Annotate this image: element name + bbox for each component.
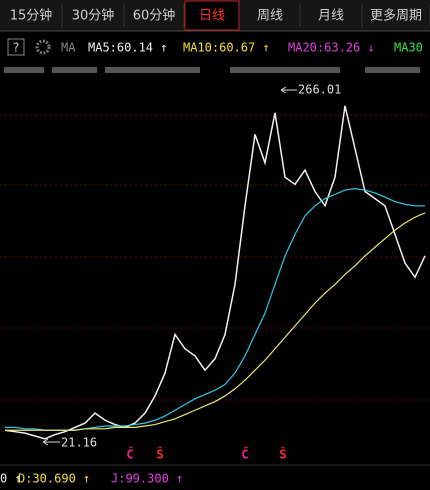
low-arrow-head xyxy=(42,438,49,446)
ma-value: MA20:63.26 ↓ xyxy=(288,41,375,55)
tab[interactable]: 日线 xyxy=(199,9,225,24)
tab[interactable]: 月线 xyxy=(318,9,344,24)
grid xyxy=(0,114,430,401)
signal-marker: Ŝ xyxy=(156,447,163,462)
kdj-value: 0 ↑ xyxy=(0,472,22,486)
high-label: 266.01 xyxy=(298,83,341,97)
tab[interactable]: 周线 xyxy=(257,9,283,24)
gear-icon[interactable] xyxy=(35,39,51,55)
tab[interactable]: 30分钟 xyxy=(72,8,115,24)
help-box[interactable] xyxy=(7,38,25,56)
help[interactable]: ? xyxy=(12,41,19,55)
ma-value: MA10:60.67 ↑ xyxy=(183,41,270,55)
tab[interactable]: 15分钟 xyxy=(10,8,53,24)
low-label: 21.16 xyxy=(61,436,97,450)
kdj-value: J:99.300 ↑ xyxy=(111,472,183,486)
kdj-value: D:30.690 ↑ xyxy=(18,472,90,486)
signal-marker: Ĉ xyxy=(126,447,133,462)
tab[interactable]: 60分钟 xyxy=(133,8,176,24)
signal-marker: Ŝ xyxy=(279,447,286,462)
ma-value: MA5:60.14 ↑ xyxy=(88,41,167,55)
price-line xyxy=(5,212,426,431)
signal-marker: Ĉ xyxy=(241,447,248,462)
price-line xyxy=(4,105,426,440)
tab-selected[interactable] xyxy=(184,0,240,31)
ma-value: MA30 xyxy=(394,41,423,55)
indicator-name: MA xyxy=(61,41,76,55)
blurred-row xyxy=(4,67,420,73)
high-arrow-head xyxy=(280,86,287,94)
tab[interactable]: 更多周期 xyxy=(370,8,422,24)
